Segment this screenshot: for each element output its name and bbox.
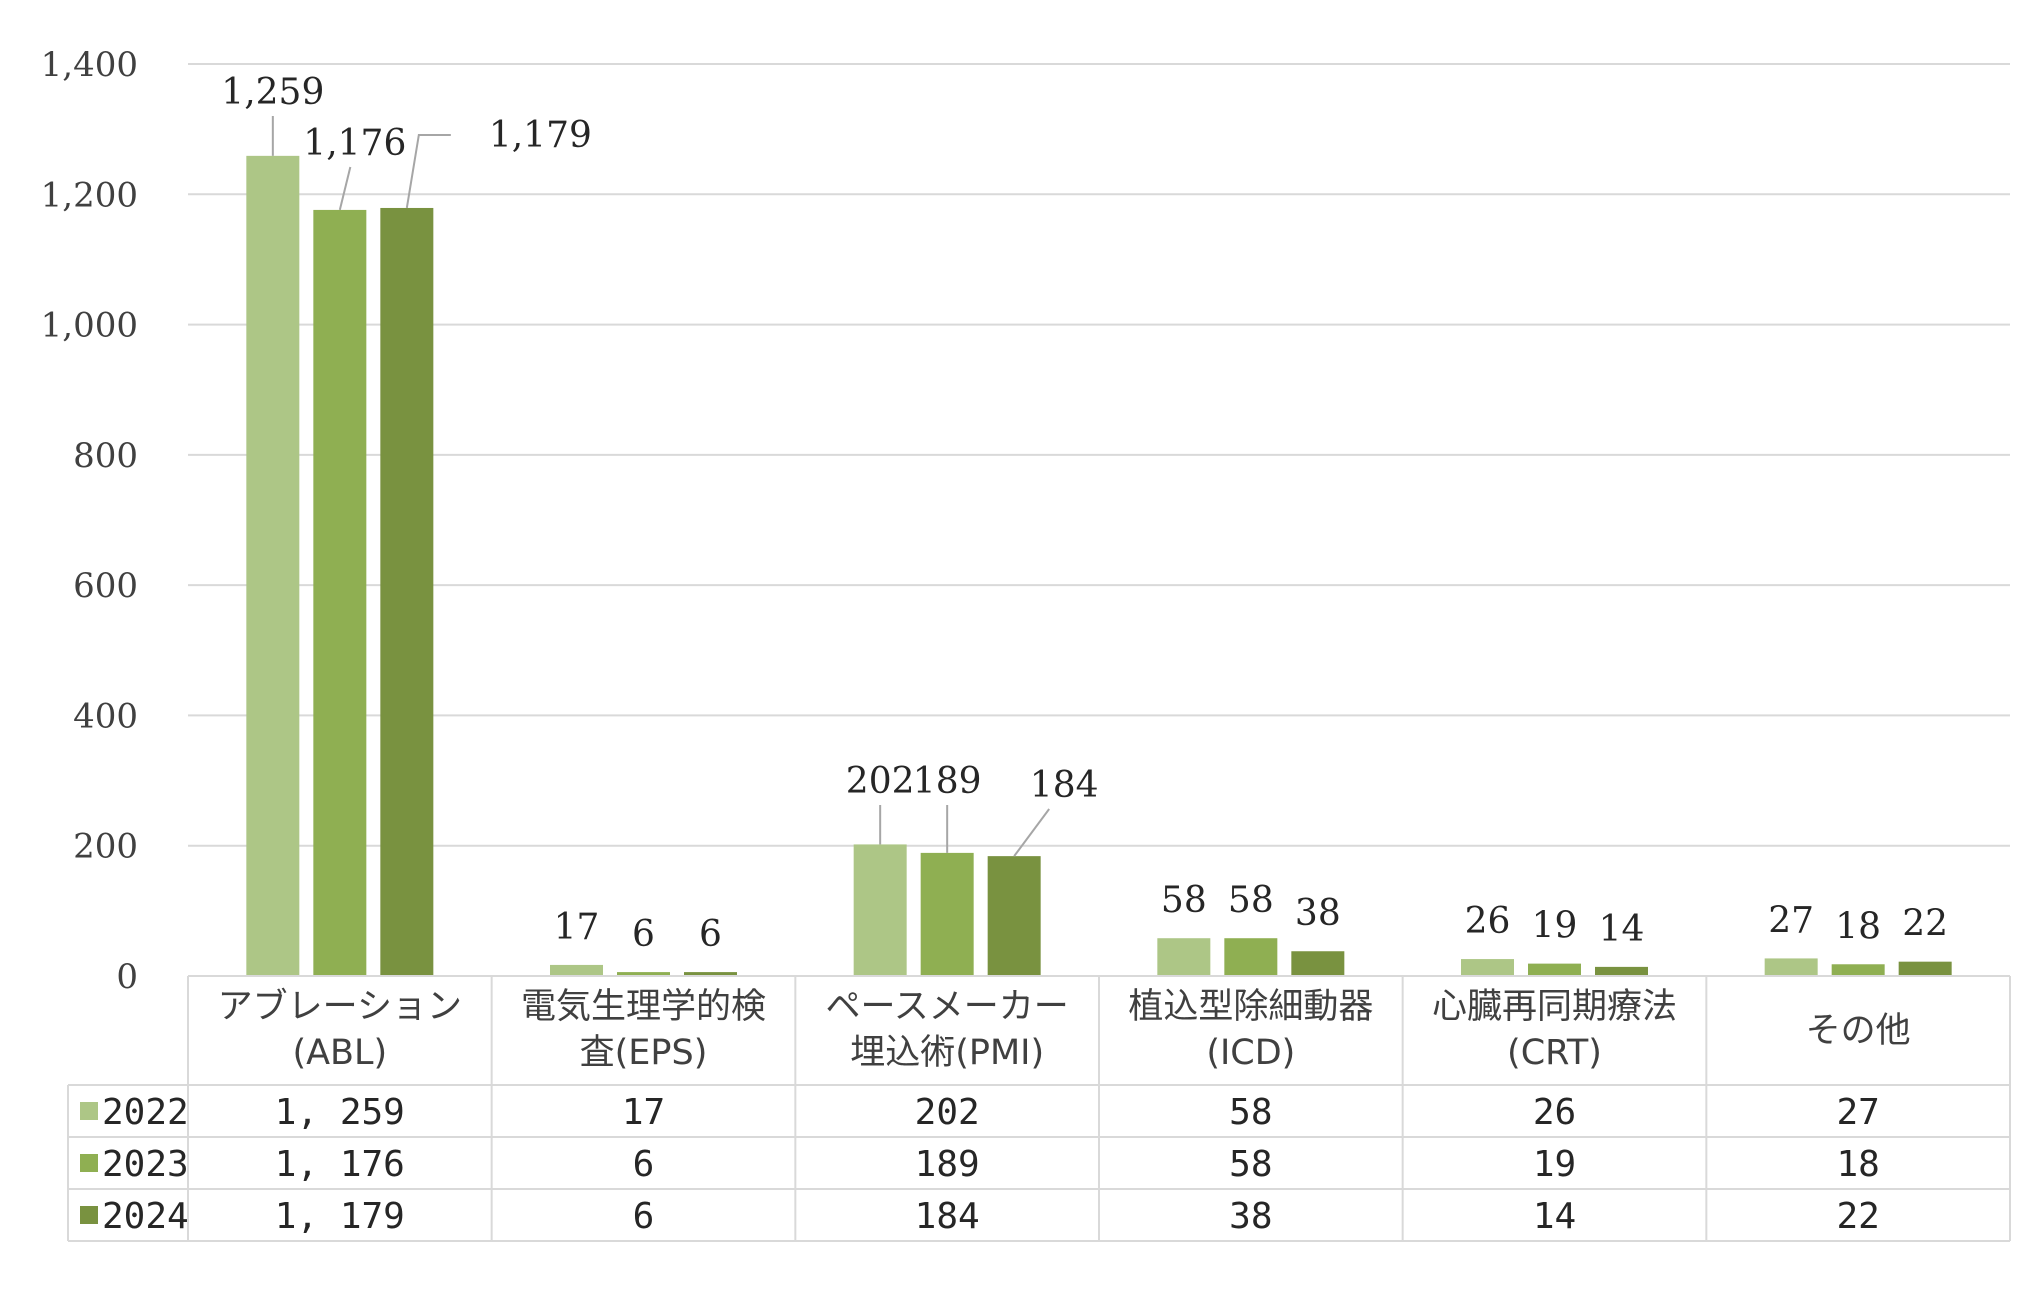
bar-2022-1 bbox=[550, 964, 603, 976]
category-label-2: ペースメーカー bbox=[826, 987, 1069, 1027]
label-leaders bbox=[271, 116, 1050, 857]
table-cell-2023-5: 18 bbox=[1836, 1144, 1879, 1185]
bar-2023-1 bbox=[617, 972, 670, 976]
category-label-5: その他 bbox=[1806, 1011, 1911, 1051]
leader-line bbox=[405, 134, 451, 209]
category-label-4-line2: (CRT) bbox=[1507, 1033, 1602, 1073]
data-label-2023-0: 1,176 bbox=[303, 123, 406, 164]
bar-2024-0 bbox=[380, 207, 434, 977]
category-label-0: アブレーション bbox=[218, 987, 462, 1027]
data-label-2023-1: 6 bbox=[632, 914, 655, 955]
category-label-3-line2: (ICD) bbox=[1206, 1033, 1295, 1073]
data-label-2024-2: 184 bbox=[1030, 765, 1099, 806]
table-cell-2023-1: 6 bbox=[633, 1144, 655, 1185]
category-label-0-line2: (ABL) bbox=[292, 1033, 387, 1073]
legend-label-2023: 2023 bbox=[102, 1144, 189, 1185]
legend-label-2024: 2024 bbox=[102, 1196, 189, 1237]
bar-2023-2 bbox=[920, 852, 974, 976]
data-label-2023-3: 58 bbox=[1228, 880, 1274, 921]
bar-2022-0 bbox=[246, 155, 300, 976]
bar-2024-5 bbox=[1898, 961, 1952, 976]
data-label-2024-3: 38 bbox=[1295, 893, 1341, 934]
table-cell-2024-3: 38 bbox=[1229, 1196, 1272, 1237]
y-tick-label: 0 bbox=[116, 957, 138, 997]
table-cell-2024-1: 6 bbox=[633, 1196, 655, 1237]
table-cell-2022-5: 27 bbox=[1836, 1092, 1879, 1133]
data-label-2023-2: 189 bbox=[913, 761, 982, 802]
data-label-2024-4: 14 bbox=[1599, 909, 1645, 950]
bar-2023-5 bbox=[1831, 964, 1885, 976]
data-label-2022-3: 58 bbox=[1161, 880, 1207, 921]
bar-2023-0 bbox=[313, 209, 367, 977]
data-label-2023-5: 18 bbox=[1835, 906, 1881, 947]
table-cell-2022-2: 202 bbox=[915, 1092, 980, 1133]
data-label-2022-2: 202 bbox=[846, 761, 915, 802]
table-cell-2023-0: 1, 176 bbox=[275, 1144, 405, 1185]
y-tick-label: 600 bbox=[73, 566, 138, 606]
y-tick-label: 200 bbox=[73, 827, 138, 867]
y-tick-label: 1,400 bbox=[41, 45, 138, 85]
gridlines bbox=[188, 63, 2010, 847]
bar-2022-4 bbox=[1461, 959, 1514, 976]
y-tick-label: 400 bbox=[73, 696, 138, 736]
bar-2023-4 bbox=[1528, 963, 1581, 976]
bars bbox=[246, 155, 1952, 977]
legend-swatch-2023 bbox=[80, 1154, 98, 1172]
data-label-2023-4: 19 bbox=[1532, 906, 1578, 947]
legend-swatch-2022 bbox=[80, 1102, 98, 1120]
bar-2024-3 bbox=[1291, 951, 1345, 976]
data-label-2022-0: 1,259 bbox=[221, 72, 324, 113]
table-cell-2022-3: 58 bbox=[1229, 1092, 1272, 1133]
table-cell-2024-5: 22 bbox=[1836, 1196, 1879, 1237]
data-label-2024-1: 6 bbox=[699, 914, 722, 955]
table-cell-2022-4: 26 bbox=[1533, 1092, 1576, 1133]
leader-line bbox=[1013, 808, 1050, 857]
leader-line bbox=[338, 166, 352, 211]
bar-2022-2 bbox=[853, 844, 907, 976]
category-label-4: 心臓再同期療法 bbox=[1432, 987, 1677, 1027]
data-labels: 1,259 17 202 58 26 27 1,176 6 189 58 19 18 1,179 6 184… bbox=[221, 72, 1948, 955]
table-cell-2022-0: 1, 259 bbox=[275, 1092, 405, 1133]
data-label-2022-5: 27 bbox=[1768, 900, 1814, 941]
table-cell-2023-2: 189 bbox=[915, 1144, 980, 1185]
bar-2024-4 bbox=[1595, 966, 1648, 976]
table-cell-2022-1: 17 bbox=[622, 1092, 665, 1133]
y-tick-label: 1,200 bbox=[41, 175, 138, 215]
category-label-1: 電気生理学的検 bbox=[521, 987, 766, 1027]
bar-2022-3 bbox=[1157, 938, 1211, 976]
bar-2022-5 bbox=[1764, 958, 1818, 976]
legend-swatch-2024 bbox=[80, 1206, 98, 1224]
category-label-2-line2: 埋込術(PMI) bbox=[850, 1033, 1044, 1073]
y-tick-label: 800 bbox=[73, 436, 138, 476]
table-cell-2024-0: 1, 179 bbox=[275, 1196, 405, 1237]
data-label-2024-5: 22 bbox=[1902, 904, 1948, 945]
table-cell-2024-2: 184 bbox=[915, 1196, 980, 1237]
bar-2024-2 bbox=[987, 856, 1041, 976]
category-label-1-line2: 査(EPS) bbox=[580, 1033, 708, 1073]
bar-2023-3 bbox=[1224, 938, 1278, 976]
y-tick-label: 1,000 bbox=[41, 306, 138, 346]
table-cell-2023-4: 19 bbox=[1533, 1144, 1576, 1185]
y-axis: 0 200 400 600 800 1,000 1,200 1,400 bbox=[41, 45, 138, 997]
table-cell-2024-4: 14 bbox=[1533, 1196, 1576, 1237]
category-label-3: 植込型除細動器 bbox=[1128, 987, 1373, 1027]
data-label-2022-1: 17 bbox=[554, 907, 600, 948]
bar-2024-1 bbox=[684, 972, 737, 976]
data-label-2022-4: 26 bbox=[1465, 901, 1511, 942]
legend-label-2022: 2022 bbox=[102, 1092, 189, 1133]
data-label-2024-0: 1,179 bbox=[489, 115, 592, 156]
table-cell-2023-3: 58 bbox=[1229, 1144, 1272, 1185]
